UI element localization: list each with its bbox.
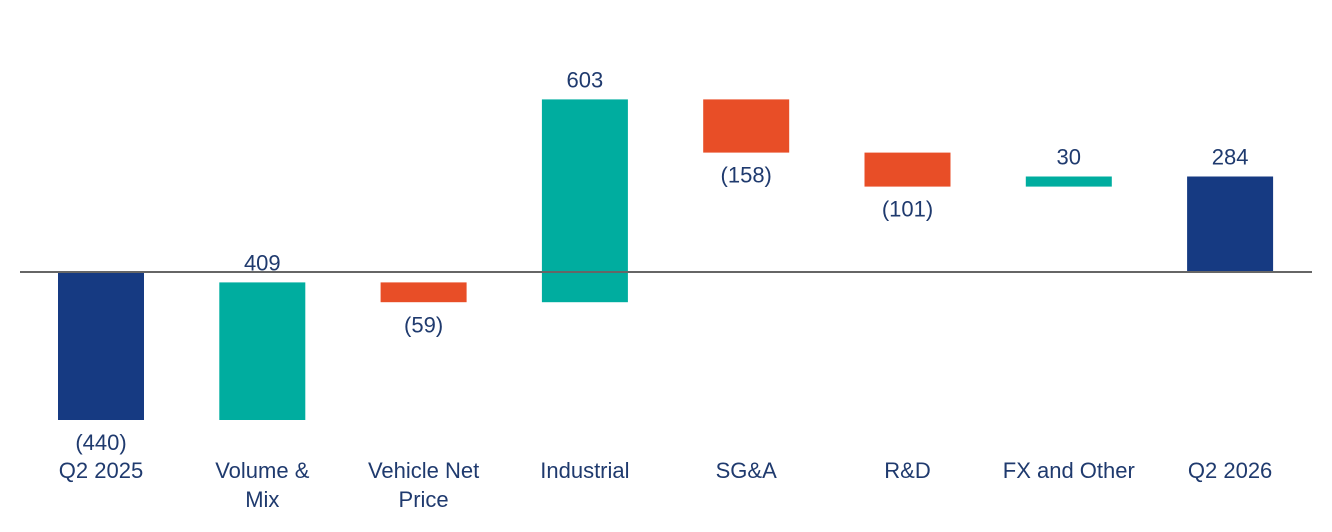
category-label-3: Industrial xyxy=(540,458,629,483)
bar-0 xyxy=(58,272,144,420)
bar-1 xyxy=(219,282,306,420)
value-label-3: 603 xyxy=(567,67,604,92)
value-label-5: (101) xyxy=(882,197,933,222)
bar-5 xyxy=(864,152,951,187)
value-label-7: 284 xyxy=(1212,145,1249,170)
category-label-5: R&D xyxy=(884,458,930,483)
category-labels-layer: Q2 2025 Volume & Mix Vehicle Net Price Indust… xyxy=(59,458,1273,512)
bar-3 xyxy=(541,99,628,303)
bar-6 xyxy=(1025,176,1112,187)
category-label-2: Vehicle Net xyxy=(368,458,479,483)
category-label-2-line-1: Price xyxy=(399,487,449,512)
category-label-4: SG&A xyxy=(716,458,777,483)
category-label-7: Q2 2026 xyxy=(1188,458,1272,483)
category-label-1: Volume & xyxy=(215,458,309,483)
value-label-0: (440) xyxy=(75,430,126,455)
bar-4 xyxy=(703,99,790,153)
value-label-4: (158) xyxy=(721,163,772,188)
value-labels-layer: (440) 409 (59) 603 (158) (101) 30 284 xyxy=(75,67,1248,455)
bar-2 xyxy=(380,282,467,303)
category-label-0: Q2 2025 xyxy=(59,458,143,483)
value-label-6: 30 xyxy=(1057,145,1081,170)
category-label-1-line-1: Mix xyxy=(245,487,279,512)
bars-layer xyxy=(58,99,1274,420)
bar-7 xyxy=(1187,176,1274,272)
value-label-2: (59) xyxy=(404,312,443,337)
category-label-6: FX and Other xyxy=(1003,458,1135,483)
value-label-1: 409 xyxy=(244,250,281,275)
